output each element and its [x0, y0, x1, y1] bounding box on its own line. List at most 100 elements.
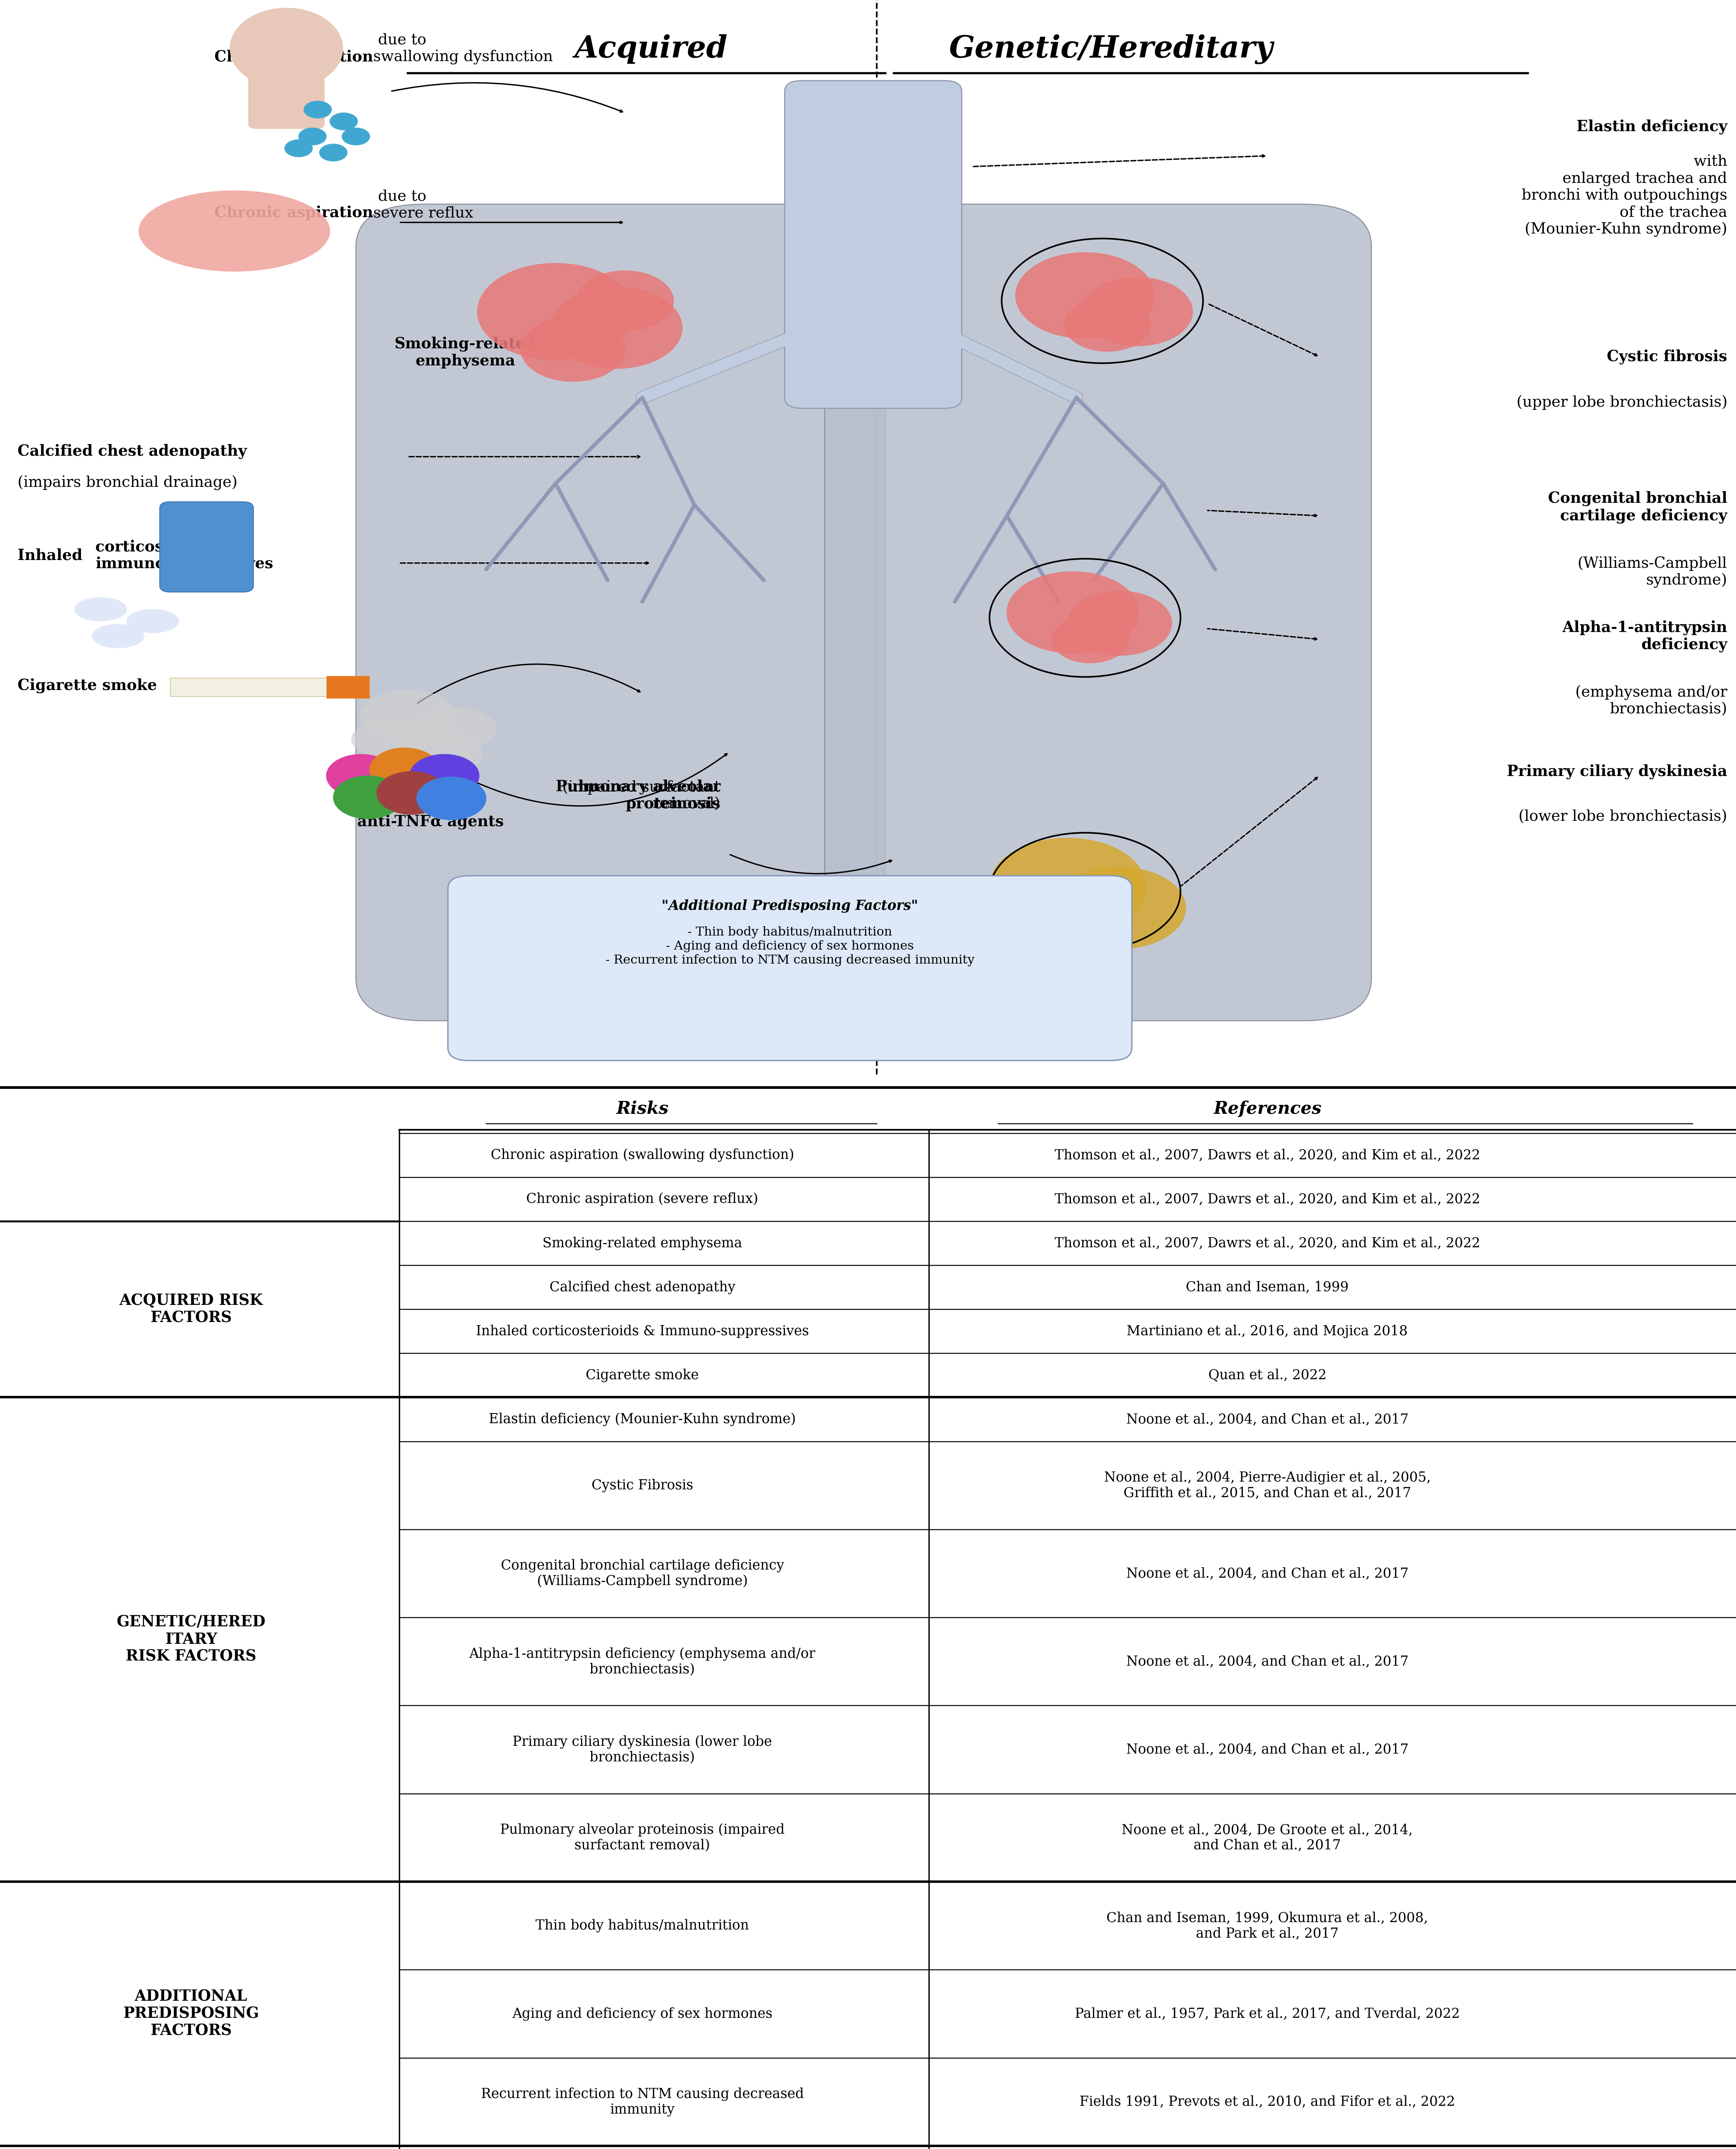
Ellipse shape [229, 9, 344, 88]
Text: Cystic Fibrosis: Cystic Fibrosis [592, 1479, 693, 1491]
Text: ACQUIRED RISK
FACTORS: ACQUIRED RISK FACTORS [120, 1294, 262, 1326]
Text: - Thin body habitus/malnutrition
- Aging and deficiency of sex hormones
- Recurr: - Thin body habitus/malnutrition - Aging… [606, 926, 974, 967]
Text: due to
severe reflux: due to severe reflux [373, 189, 474, 221]
FancyBboxPatch shape [170, 679, 352, 696]
Text: Chan and Iseman, 1999: Chan and Iseman, 1999 [1186, 1281, 1349, 1294]
Text: Noone et al., 2004, De Groote et al., 2014,
and Chan et al., 2017: Noone et al., 2004, De Groote et al., 20… [1121, 1822, 1413, 1852]
Circle shape [1036, 890, 1134, 950]
Circle shape [326, 754, 396, 797]
Circle shape [299, 129, 326, 146]
Text: Risks: Risks [616, 1100, 668, 1117]
FancyBboxPatch shape [160, 501, 253, 591]
Text: due to
swallowing dysfunction: due to swallowing dysfunction [373, 32, 554, 64]
Text: (lower lobe bronchiectasis): (lower lobe bronchiectasis) [1519, 793, 1727, 823]
Text: Chan and Iseman, 1999, Okumura et al., 2008,
and Park et al., 2017: Chan and Iseman, 1999, Okumura et al., 2… [1106, 1910, 1429, 1941]
FancyBboxPatch shape [248, 58, 325, 129]
Circle shape [990, 838, 1146, 935]
Text: (Williams-Campbell
syndrome): (Williams-Campbell syndrome) [1578, 539, 1727, 589]
Ellipse shape [127, 610, 179, 634]
Text: Genetic/Hereditary: Genetic/Hereditary [950, 34, 1272, 64]
Text: Noone et al., 2004, and Chan et al., 2017: Noone et al., 2004, and Chan et al., 201… [1127, 1743, 1408, 1756]
Ellipse shape [75, 597, 127, 621]
Circle shape [477, 264, 634, 361]
Text: Noone et al., 2004, and Chan et al., 2017: Noone et al., 2004, and Chan et al., 201… [1127, 1655, 1408, 1668]
Circle shape [1068, 591, 1172, 655]
Circle shape [370, 748, 439, 791]
Ellipse shape [413, 709, 496, 750]
Text: Martiniano et al., 2016, and Mojica 2018: Martiniano et al., 2016, and Mojica 2018 [1127, 1324, 1408, 1339]
Text: "Additional Predisposing Factors": "Additional Predisposing Factors" [661, 898, 918, 913]
Ellipse shape [392, 731, 483, 778]
Text: Smoking-related emphysema: Smoking-related emphysema [542, 1236, 743, 1251]
Text: Chronic aspiration: Chronic aspiration [215, 49, 373, 64]
Text: Noone et al., 2004, and Chan et al., 2017: Noone et al., 2004, and Chan et al., 201… [1127, 1567, 1408, 1580]
Text: anti-TNFα agents: anti-TNFα agents [358, 814, 503, 830]
FancyBboxPatch shape [825, 204, 1371, 1021]
Text: (impairs bronchial drainage): (impairs bronchial drainage) [17, 460, 238, 490]
Ellipse shape [139, 191, 330, 271]
Text: References: References [1213, 1100, 1321, 1117]
FancyBboxPatch shape [448, 877, 1132, 1059]
Text: Cigarette smoke: Cigarette smoke [17, 679, 156, 692]
Text: Calcified chest adenopathy: Calcified chest adenopathy [17, 445, 247, 460]
Text: Thomson et al., 2007, Dawrs et al., 2020, and Kim et al., 2022: Thomson et al., 2007, Dawrs et al., 2020… [1054, 1236, 1481, 1251]
FancyBboxPatch shape [326, 675, 370, 698]
Text: Smoking-related
emphysema: Smoking-related emphysema [394, 335, 536, 370]
FancyBboxPatch shape [785, 80, 962, 408]
Text: Quan et al., 2022: Quan et al., 2022 [1208, 1369, 1326, 1382]
Circle shape [319, 144, 347, 161]
Text: (impaired surfactant
removal): (impaired surfactant removal) [562, 746, 720, 812]
Text: Acquired: Acquired [575, 34, 727, 64]
Text: Chronic aspiration: Chronic aspiration [215, 206, 373, 221]
Circle shape [550, 288, 682, 370]
Text: ADDITIONAL
PREDISPOSING
FACTORS: ADDITIONAL PREDISPOSING FACTORS [123, 1990, 259, 2037]
Text: Primary ciliary dyskinesia: Primary ciliary dyskinesia [1507, 765, 1727, 778]
Text: Noone et al., 2004, and Chan et al., 2017: Noone et al., 2004, and Chan et al., 201… [1127, 1412, 1408, 1427]
Circle shape [1052, 615, 1128, 662]
Text: Cystic fibrosis: Cystic fibrosis [1608, 350, 1727, 363]
Circle shape [285, 140, 312, 157]
Ellipse shape [351, 720, 431, 759]
Text: Calcified chest adenopathy: Calcified chest adenopathy [549, 1281, 736, 1294]
Text: Chronic aspiration (severe reflux): Chronic aspiration (severe reflux) [526, 1193, 759, 1206]
Text: Fields 1991, Prevots et al., 2010, and Fifor et al., 2022: Fields 1991, Prevots et al., 2010, and F… [1080, 2095, 1455, 2108]
Text: Congenital bronchial cartilage deficiency
(Williams-Campbell syndrome): Congenital bronchial cartilage deficienc… [500, 1558, 785, 1588]
Text: Palmer et al., 1957, Park et al., 2017, and Tverdal, 2022: Palmer et al., 1957, Park et al., 2017, … [1075, 2007, 1460, 2020]
Text: Pulmonary alveolar proteinosis (impaired
surfactant removal): Pulmonary alveolar proteinosis (impaired… [500, 1822, 785, 1852]
Circle shape [333, 776, 403, 819]
Circle shape [417, 776, 486, 819]
Text: (upper lobe bronchiectasis): (upper lobe bronchiectasis) [1516, 378, 1727, 410]
Text: Cigarette smoke: Cigarette smoke [585, 1369, 700, 1382]
Text: Alpha-1-antitrypsin
deficiency: Alpha-1-antitrypsin deficiency [1562, 619, 1727, 653]
Text: Congenital bronchial
cartilage deficiency: Congenital bronchial cartilage deficienc… [1549, 490, 1727, 524]
Text: corticosteroids &
immunosuppressives: corticosteroids & immunosuppressives [95, 539, 273, 572]
Text: Inhaled: Inhaled [17, 548, 87, 563]
Text: with
enlarged trachea and
bronchi with outpouchings
of the trachea
(Mounier-Kuhn: with enlarged trachea and bronchi with o… [1521, 155, 1727, 236]
Ellipse shape [361, 690, 455, 739]
Circle shape [410, 754, 479, 797]
Circle shape [576, 271, 674, 331]
Text: Thin body habitus/malnutrition: Thin body habitus/malnutrition [536, 1919, 748, 1932]
FancyBboxPatch shape [356, 204, 885, 1021]
Circle shape [1054, 866, 1186, 950]
Circle shape [304, 101, 332, 118]
Text: Alpha-1-antitrypsin deficiency (emphysema and/or
bronchiectasis): Alpha-1-antitrypsin deficiency (emphysem… [469, 1646, 816, 1676]
Text: Recurrent infection to NTM causing decreased
immunity: Recurrent infection to NTM causing decre… [481, 2087, 804, 2117]
Circle shape [330, 114, 358, 129]
Ellipse shape [92, 623, 144, 649]
Text: Elastin deficiency: Elastin deficiency [1576, 120, 1727, 133]
Text: (emphysema and/or
bronchiectasis): (emphysema and/or bronchiectasis) [1575, 668, 1727, 716]
Text: Elastin deficiency (Mounier-Kuhn syndrome): Elastin deficiency (Mounier-Kuhn syndrom… [490, 1412, 795, 1427]
Circle shape [342, 129, 370, 146]
Circle shape [1082, 277, 1193, 346]
Text: Noone et al., 2004, Pierre-Audigier et al., 2005,
Griffith et al., 2015, and Cha: Noone et al., 2004, Pierre-Audigier et a… [1104, 1470, 1430, 1500]
Circle shape [377, 771, 446, 814]
Text: Primary ciliary dyskinesia (lower lobe
bronchiectasis): Primary ciliary dyskinesia (lower lobe b… [512, 1734, 773, 1764]
Circle shape [521, 316, 625, 383]
Text: Thomson et al., 2007, Dawrs et al., 2020, and Kim et al., 2022: Thomson et al., 2007, Dawrs et al., 2020… [1054, 1193, 1481, 1206]
Text: Pulmonary alveolar
proteinosis: Pulmonary alveolar proteinosis [556, 780, 720, 812]
Circle shape [1007, 572, 1139, 653]
Text: GENETIC/HERED
ITARY
RISK FACTORS: GENETIC/HERED ITARY RISK FACTORS [116, 1614, 266, 1663]
Circle shape [1016, 254, 1154, 337]
Text: Chronic aspiration (swallowing dysfunction): Chronic aspiration (swallowing dysfuncti… [491, 1148, 793, 1163]
